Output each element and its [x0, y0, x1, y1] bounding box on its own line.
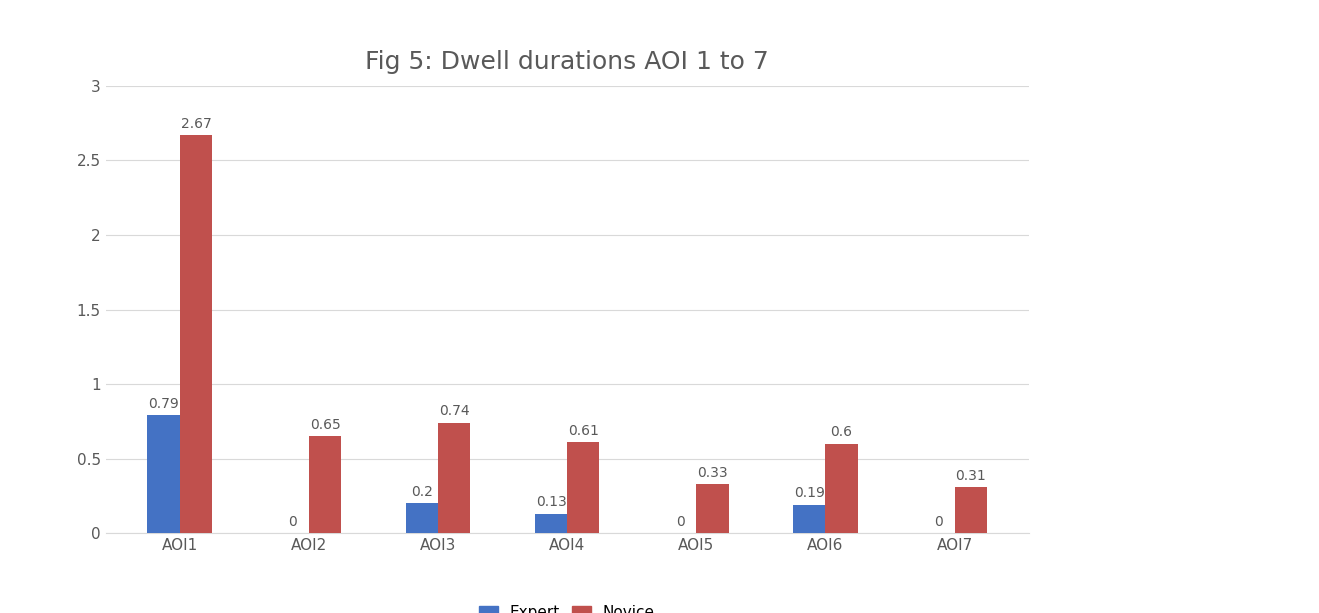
Text: 0.79: 0.79 — [148, 397, 179, 411]
Bar — [179, 135, 212, 533]
Bar — [955, 487, 987, 533]
Text: 0: 0 — [675, 515, 685, 529]
Bar — [438, 423, 471, 533]
Title: Fig 5: Dwell durations AOI 1 to 7: Fig 5: Dwell durations AOI 1 to 7 — [365, 50, 769, 74]
Text: 0.2: 0.2 — [412, 485, 433, 499]
Text: 2.67: 2.67 — [181, 116, 211, 131]
Text: 0.74: 0.74 — [439, 405, 470, 419]
Text: 0: 0 — [289, 515, 297, 529]
Text: 0.31: 0.31 — [955, 468, 987, 482]
Text: 0.61: 0.61 — [568, 424, 599, 438]
Bar — [309, 436, 342, 533]
Bar — [826, 444, 857, 533]
Text: 0.33: 0.33 — [698, 466, 728, 479]
Legend: Expert, Novice: Expert, Novice — [474, 599, 661, 613]
Text: 0.13: 0.13 — [536, 495, 566, 509]
Bar — [696, 484, 728, 533]
Bar — [406, 503, 438, 533]
Text: 0.6: 0.6 — [831, 425, 852, 440]
Text: 0.65: 0.65 — [310, 418, 340, 432]
Text: 0: 0 — [934, 515, 943, 529]
Bar — [536, 514, 567, 533]
Bar — [567, 443, 599, 533]
Bar — [793, 505, 826, 533]
Bar — [148, 416, 179, 533]
Text: 0.19: 0.19 — [794, 487, 824, 500]
